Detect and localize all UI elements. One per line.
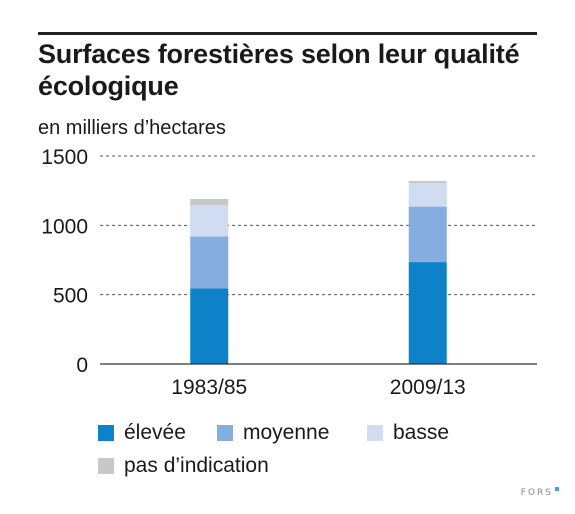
legend-swatch-basse bbox=[367, 425, 383, 441]
brand-logo-dot bbox=[555, 487, 559, 491]
x-tick-label: 2009/13 bbox=[390, 376, 466, 399]
chart-title: Surfaces forestières selon leur qualité … bbox=[38, 39, 520, 101]
y-tick-label: 0 bbox=[76, 354, 88, 377]
legend-item-elevee: élevée bbox=[98, 421, 186, 445]
unit-label: en milliers d’hectares bbox=[38, 117, 226, 139]
legend-swatch-elevee bbox=[98, 425, 114, 441]
bar-segment-moyenne bbox=[408, 206, 447, 263]
legend-swatch-moyenne bbox=[217, 425, 233, 441]
bar-segment-basse bbox=[408, 183, 447, 207]
bar-segment-elevee bbox=[190, 288, 229, 364]
y-tick-label: 500 bbox=[53, 285, 88, 308]
legend-item-moyenne: moyenne bbox=[217, 421, 329, 445]
legend-label-elevee: élevée bbox=[124, 421, 186, 444]
bar-segment-basse bbox=[190, 205, 229, 237]
legend-item-basse: basse bbox=[367, 421, 449, 445]
bar-segment-moyenne bbox=[190, 236, 229, 289]
bar-segment-pas-indication bbox=[190, 198, 229, 206]
bar-segment-elevee bbox=[408, 262, 447, 364]
legend-label-pas-indication: pas d’indication bbox=[124, 454, 269, 477]
bar-segment-pas-indication bbox=[408, 180, 447, 184]
brand-logo: FORS bbox=[520, 488, 553, 498]
y-tick-label: 1500 bbox=[41, 146, 88, 169]
legend-item-pas-indication: pas d’indication bbox=[98, 454, 269, 478]
legend-swatch-pas-indication bbox=[98, 458, 114, 474]
x-tick-label: 1983/85 bbox=[171, 376, 247, 399]
legend-label-moyenne: moyenne bbox=[243, 421, 330, 444]
title-rule bbox=[38, 32, 537, 35]
y-tick-label: 1000 bbox=[41, 215, 88, 238]
legend-label-basse: basse bbox=[393, 421, 450, 444]
